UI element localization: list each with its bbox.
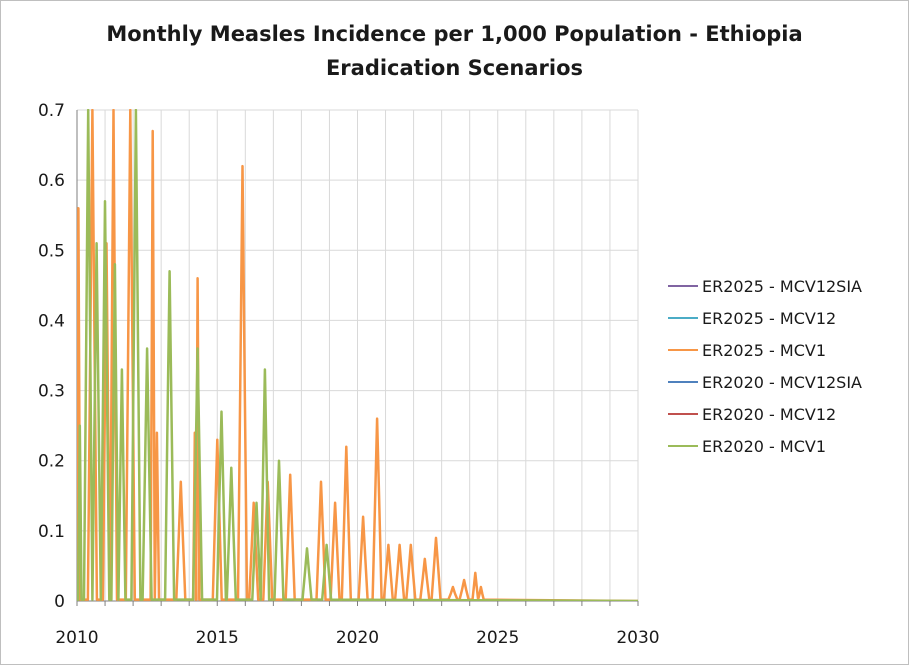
legend-label: ER2020 - MCV12SIA	[702, 372, 862, 392]
y-tick-label: 0.2	[38, 452, 65, 472]
series-line-er2025-mcv1	[77, 109, 638, 601]
legend-swatch	[668, 349, 698, 351]
y-tick-label: 0.5	[38, 241, 65, 261]
chart-subtitle: Eradication Scenarios	[325, 56, 584, 80]
x-tick-label: 2025	[476, 628, 519, 648]
y-tick-label: 0.1	[38, 522, 65, 542]
legend-label: ER2025 - MCV12	[702, 308, 837, 328]
legend-label: ER2025 - MCV12SIA	[702, 276, 862, 296]
y-tick-label: 0	[54, 592, 65, 612]
legend-swatch	[668, 317, 698, 319]
legend-item: ER2025 - MCV12	[668, 302, 862, 334]
legend-label: ER2020 - MCV1	[702, 436, 826, 456]
legend-swatch	[668, 413, 698, 415]
y-tick-label: 0.6	[38, 171, 65, 191]
y-tick-label: 0.3	[38, 382, 65, 402]
legend-item: ER2025 - MCV1	[668, 334, 862, 366]
x-tick-label: 2015	[196, 628, 239, 648]
legend-item: ER2020 - MCV12	[668, 398, 862, 430]
y-tick-label: 0.4	[38, 311, 65, 331]
legend-swatch	[668, 381, 698, 383]
series-line-er2020-mcv1	[77, 109, 638, 601]
legend-label: ER2025 - MCV1	[702, 340, 826, 360]
y-tick-label: 0.7	[38, 101, 65, 121]
x-tick-label: 2030	[616, 628, 659, 648]
chart-legend: ER2025 - MCV12SIA ER2025 - MCV12 ER2025 - …	[668, 270, 862, 462]
legend-item: ER2020 - MCV12SIA	[668, 366, 862, 398]
chart-title: Monthly Measles Incidence per 1,000 Popu…	[106, 22, 803, 46]
x-tick-label: 2010	[55, 628, 98, 648]
legend-swatch	[668, 285, 698, 287]
legend-item: ER2020 - MCV1	[668, 430, 862, 462]
legend-label: ER2020 - MCV12	[702, 404, 837, 424]
x-tick-label: 2020	[336, 628, 379, 648]
legend-swatch	[668, 445, 698, 447]
legend-item: ER2025 - MCV12SIA	[668, 270, 862, 302]
